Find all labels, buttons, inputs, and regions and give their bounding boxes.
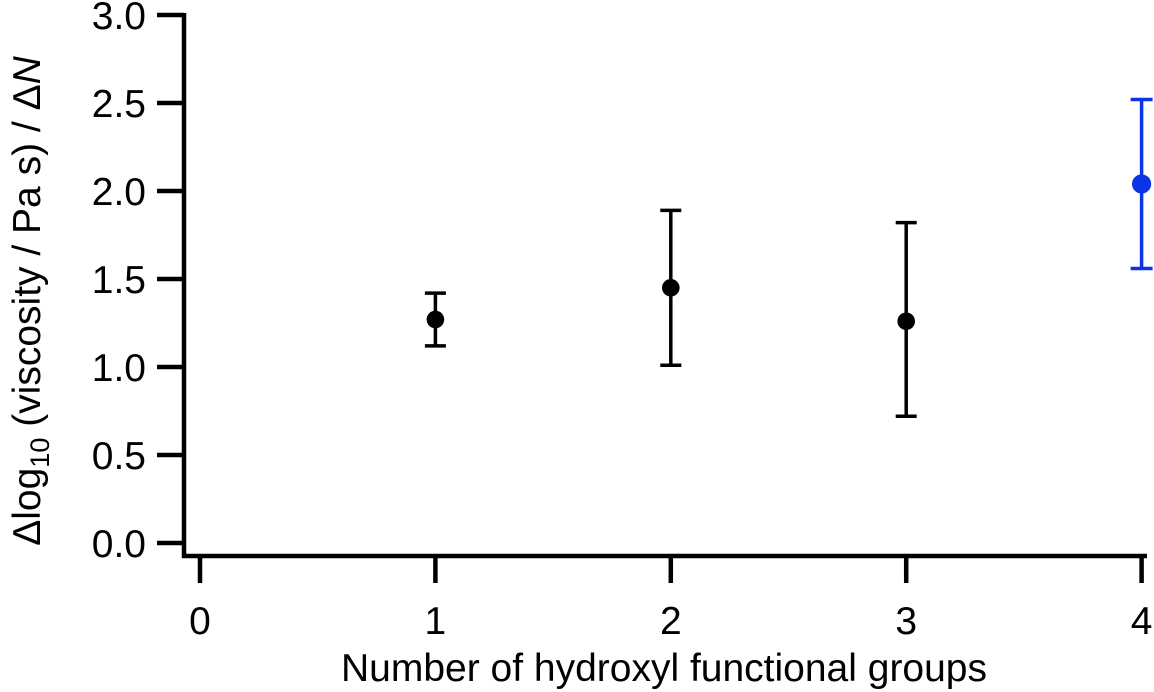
y-axis-tick-label: 0.5 (92, 435, 146, 478)
data-point-marker (662, 279, 680, 297)
y-axis-title: Δlog10 (viscosity / Pa s) / ΔN (6, 55, 55, 545)
data-point-marker (897, 312, 915, 331)
x-axis-tick-label: 3 (895, 600, 917, 643)
x-axis-tick-label: 0 (189, 600, 211, 643)
y-axis-tick-label: 0.0 (92, 523, 146, 566)
y-axis-tick-label: 2.5 (92, 83, 146, 126)
y-axis-tick-label: 1.0 (92, 347, 146, 390)
x-axis-tick-label: 2 (660, 600, 682, 643)
x-axis-tick-label: 1 (425, 600, 447, 643)
x-axis-tick-label: 4 (1131, 600, 1153, 643)
y-axis-tick-label: 1.5 (92, 259, 146, 302)
y-axis-tick-label: 2.0 (92, 171, 146, 214)
y-axis-tick-label: 3.0 (92, 0, 146, 38)
x-axis-title: Number of hydroxyl functional groups (341, 647, 987, 690)
data-point-marker (426, 310, 445, 329)
data-point-marker (1132, 174, 1152, 194)
